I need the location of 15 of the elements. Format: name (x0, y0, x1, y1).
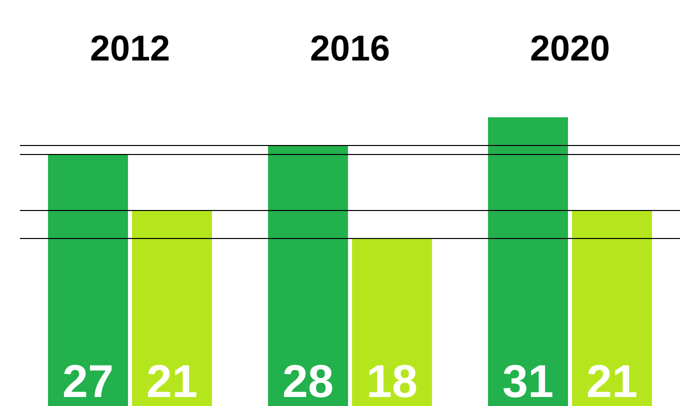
data-label: 31 (502, 355, 554, 406)
bar (48, 154, 128, 406)
x-tick-label: 2012 (90, 28, 170, 68)
data-label: 21 (146, 355, 198, 406)
data-label: 28 (282, 355, 334, 406)
x-tick-label: 2016 (310, 28, 390, 68)
data-label: 27 (62, 355, 114, 406)
data-label: 21 (586, 355, 638, 406)
bar (488, 117, 568, 406)
bar (352, 238, 432, 406)
bar (268, 145, 348, 406)
bar (572, 210, 652, 406)
data-label: 18 (366, 355, 418, 406)
bar (132, 210, 212, 406)
x-tick-label: 2020 (530, 28, 610, 68)
